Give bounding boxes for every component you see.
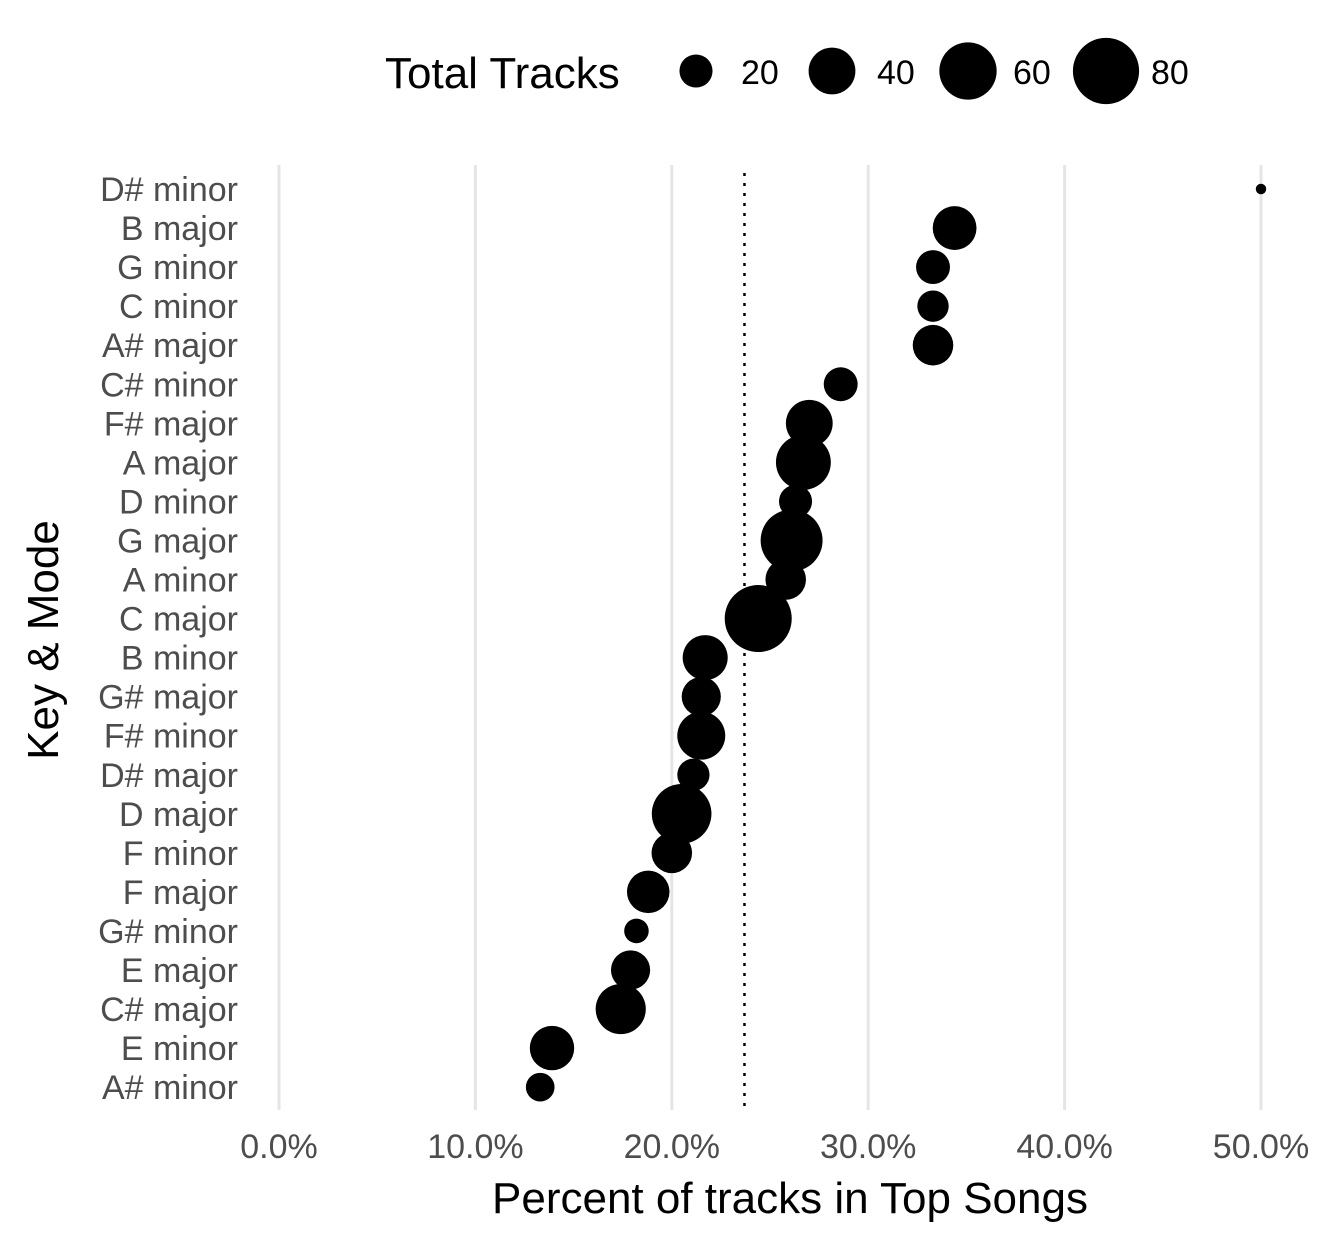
y-tick-label: C major [119, 601, 238, 639]
y-tick-label: G minor [117, 249, 238, 287]
y-tick-label: G# minor [98, 913, 238, 951]
y-tick-label: E major [121, 952, 238, 990]
y-tick-label: G major [117, 522, 238, 560]
legend-key-circle [808, 47, 856, 95]
y-tick-label: D# major [100, 757, 238, 795]
data-point [681, 677, 721, 717]
data-point [724, 585, 792, 653]
legend-key-circle [939, 42, 997, 100]
legend-key-label: 20 [741, 54, 779, 92]
legend-key-label: 40 [877, 54, 915, 92]
x-tick-label: 40.0% [1016, 1128, 1112, 1166]
data-point [916, 250, 950, 285]
data-point [760, 509, 823, 572]
data-point [525, 1072, 555, 1102]
data-point [778, 484, 813, 518]
y-tick-label: F minor [123, 835, 238, 873]
y-tick-label: B major [121, 210, 238, 248]
data-point [917, 290, 949, 322]
legend-key-circle [1072, 37, 1140, 105]
gridlines [277, 165, 1263, 1110]
x-tick-labels: 0.0% 10.0% 20.0% 30.0% 40.0% 50.0% [240, 1128, 1309, 1166]
legend-title: Total Tracks [385, 49, 620, 98]
y-tick-label: F# major [104, 405, 238, 443]
y-tick-label: D major [119, 796, 238, 834]
data-point [677, 758, 710, 791]
data-point [610, 950, 651, 990]
data-point [529, 1025, 575, 1071]
y-tick-label: B minor [121, 640, 238, 678]
y-tick-label: D# minor [100, 171, 238, 209]
data-point [626, 870, 670, 914]
y-tick-label: F# minor [104, 718, 238, 756]
x-tick-label: 30.0% [820, 1128, 916, 1166]
y-axis-title: Key & Mode [19, 520, 68, 760]
data-point [785, 399, 833, 447]
data-point [823, 367, 858, 402]
x-axis-title: Percent of tracks in Top Songs [492, 1174, 1088, 1223]
x-tick-label: 50.0% [1213, 1128, 1309, 1166]
data-point [912, 324, 954, 366]
data-point [775, 434, 831, 490]
y-tick-label: C# major [100, 991, 238, 1029]
y-tick-label: G# major [98, 679, 238, 717]
data-point [677, 711, 726, 760]
x-tick-label: 0.0% [240, 1128, 318, 1166]
data-points [525, 183, 1267, 1102]
data-point [682, 635, 728, 681]
y-tick-label: A major [123, 444, 238, 482]
data-point [595, 983, 646, 1035]
x-tick-label: 20.0% [624, 1128, 720, 1166]
legend: Total Tracks 20 40 60 80 [385, 37, 1189, 105]
y-tick-label: A minor [123, 562, 238, 600]
y-tick-label: A# major [102, 327, 238, 365]
data-point [651, 783, 712, 844]
legend-key-circle [679, 54, 713, 88]
legend-key-label: 60 [1013, 54, 1051, 92]
x-tick-label: 10.0% [427, 1128, 523, 1166]
data-point [651, 832, 693, 874]
y-tick-label: A# minor [102, 1069, 238, 1107]
y-tick-label: E minor [121, 1030, 238, 1068]
y-tick-label: F major [123, 874, 238, 912]
y-tick-label: C# minor [100, 366, 238, 404]
data-point [765, 559, 806, 600]
data-point [1255, 183, 1267, 195]
data-point [624, 918, 649, 944]
y-tick-label: D minor [119, 483, 238, 521]
data-point [932, 206, 977, 250]
y-tick-label: C minor [119, 288, 238, 326]
legend-key-label: 80 [1151, 54, 1189, 92]
